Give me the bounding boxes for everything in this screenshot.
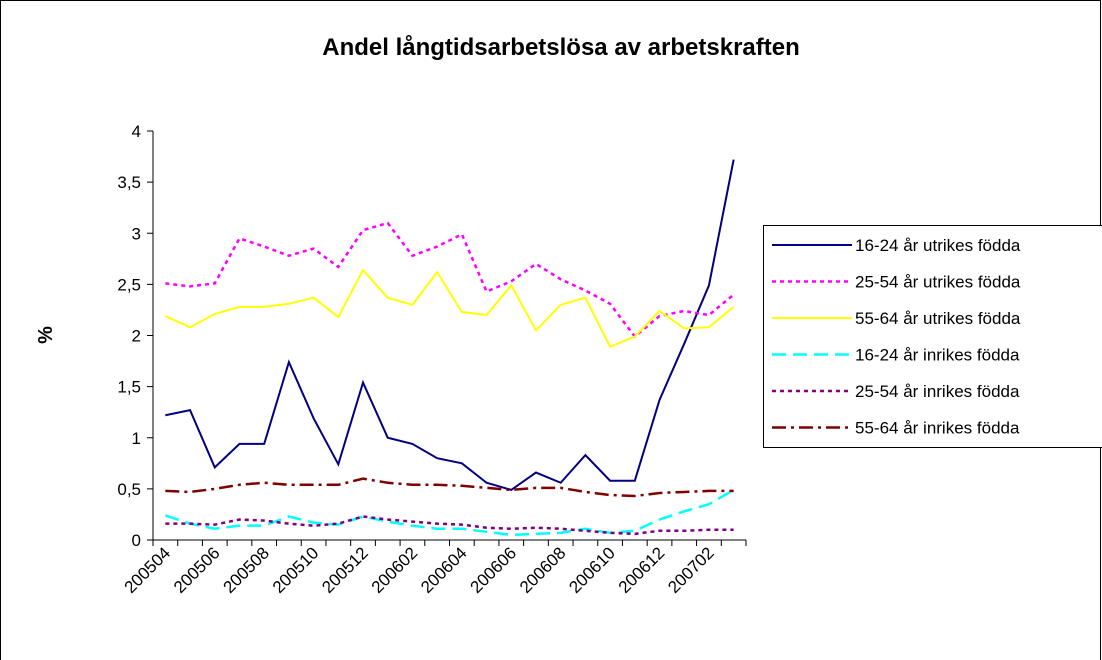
legend: 16-24 år utrikes födda 25-54 år utrikes f…: [763, 225, 1102, 448]
y-tick-label: 2: [132, 327, 141, 346]
y-tick-label: 0,5: [117, 480, 141, 499]
legend-label: 55-64 år utrikes födda: [855, 309, 1021, 328]
legend-label: 16-24 år inrikes födda: [855, 346, 1020, 365]
legend-label: 25-54 år utrikes födda: [855, 273, 1021, 292]
y-tick-label: 3,5: [117, 173, 141, 192]
y-tick-label: 1: [132, 429, 141, 448]
series-line: [165, 159, 735, 491]
y-tick-label: 3: [132, 224, 141, 243]
chart-title: Andel långtidsarbetslösa av arbetskrafte…: [322, 34, 800, 61]
y-tick-label: 2,5: [117, 275, 141, 294]
y-tick-label: 0: [132, 531, 141, 550]
y-axis-label: %: [35, 326, 57, 344]
legend-label: 25-54 år inrikes födda: [855, 382, 1020, 401]
series-line: [164, 268, 735, 349]
series-line: [164, 488, 735, 537]
legend-box: [763, 225, 1102, 448]
legend-label: 55-64 år inrikes födda: [855, 419, 1020, 438]
y-tick-label: 4: [132, 122, 141, 141]
y-tick-label: 1,5: [117, 378, 141, 397]
legend-label: 16-24 år utrikes födda: [855, 236, 1021, 255]
